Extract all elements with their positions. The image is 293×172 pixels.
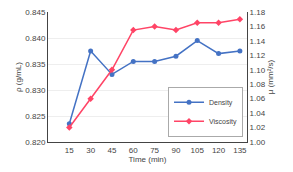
svg-text:Density: Density: [209, 99, 233, 107]
svg-text:ρ (g/mL): ρ (g/mL): [14, 62, 23, 92]
svg-text:0.825: 0.825: [25, 112, 46, 121]
svg-text:1.00: 1.00: [250, 138, 266, 147]
svg-text:90: 90: [171, 146, 180, 155]
svg-text:1.10: 1.10: [250, 66, 266, 75]
svg-text:135: 135: [233, 146, 247, 155]
svg-text:30: 30: [86, 146, 95, 155]
svg-text:0.840: 0.840: [25, 34, 46, 43]
svg-text:60: 60: [129, 146, 138, 155]
svg-text:μ (mm²/s): μ (mm²/s): [266, 59, 275, 94]
svg-text:0.830: 0.830: [25, 86, 46, 95]
svg-text:0.845: 0.845: [25, 8, 46, 17]
svg-text:45: 45: [108, 146, 117, 155]
svg-text:1.02: 1.02: [250, 123, 266, 132]
svg-text:1.16: 1.16: [250, 22, 266, 31]
svg-text:Viscosity: Viscosity: [209, 118, 237, 126]
svg-text:105: 105: [191, 146, 205, 155]
svg-text:0.835: 0.835: [25, 60, 46, 69]
svg-text:120: 120: [212, 146, 226, 155]
svg-text:1.04: 1.04: [250, 109, 266, 118]
svg-text:Time (min): Time (min): [129, 155, 167, 164]
svg-text:1.06: 1.06: [250, 94, 266, 103]
svg-text:1.14: 1.14: [250, 37, 266, 46]
svg-text:15: 15: [65, 146, 74, 155]
svg-text:1.18: 1.18: [250, 8, 266, 17]
svg-text:1.08: 1.08: [250, 80, 266, 89]
svg-text:0.820: 0.820: [25, 138, 46, 147]
svg-text:1.12: 1.12: [250, 51, 266, 60]
svg-text:75: 75: [150, 146, 159, 155]
